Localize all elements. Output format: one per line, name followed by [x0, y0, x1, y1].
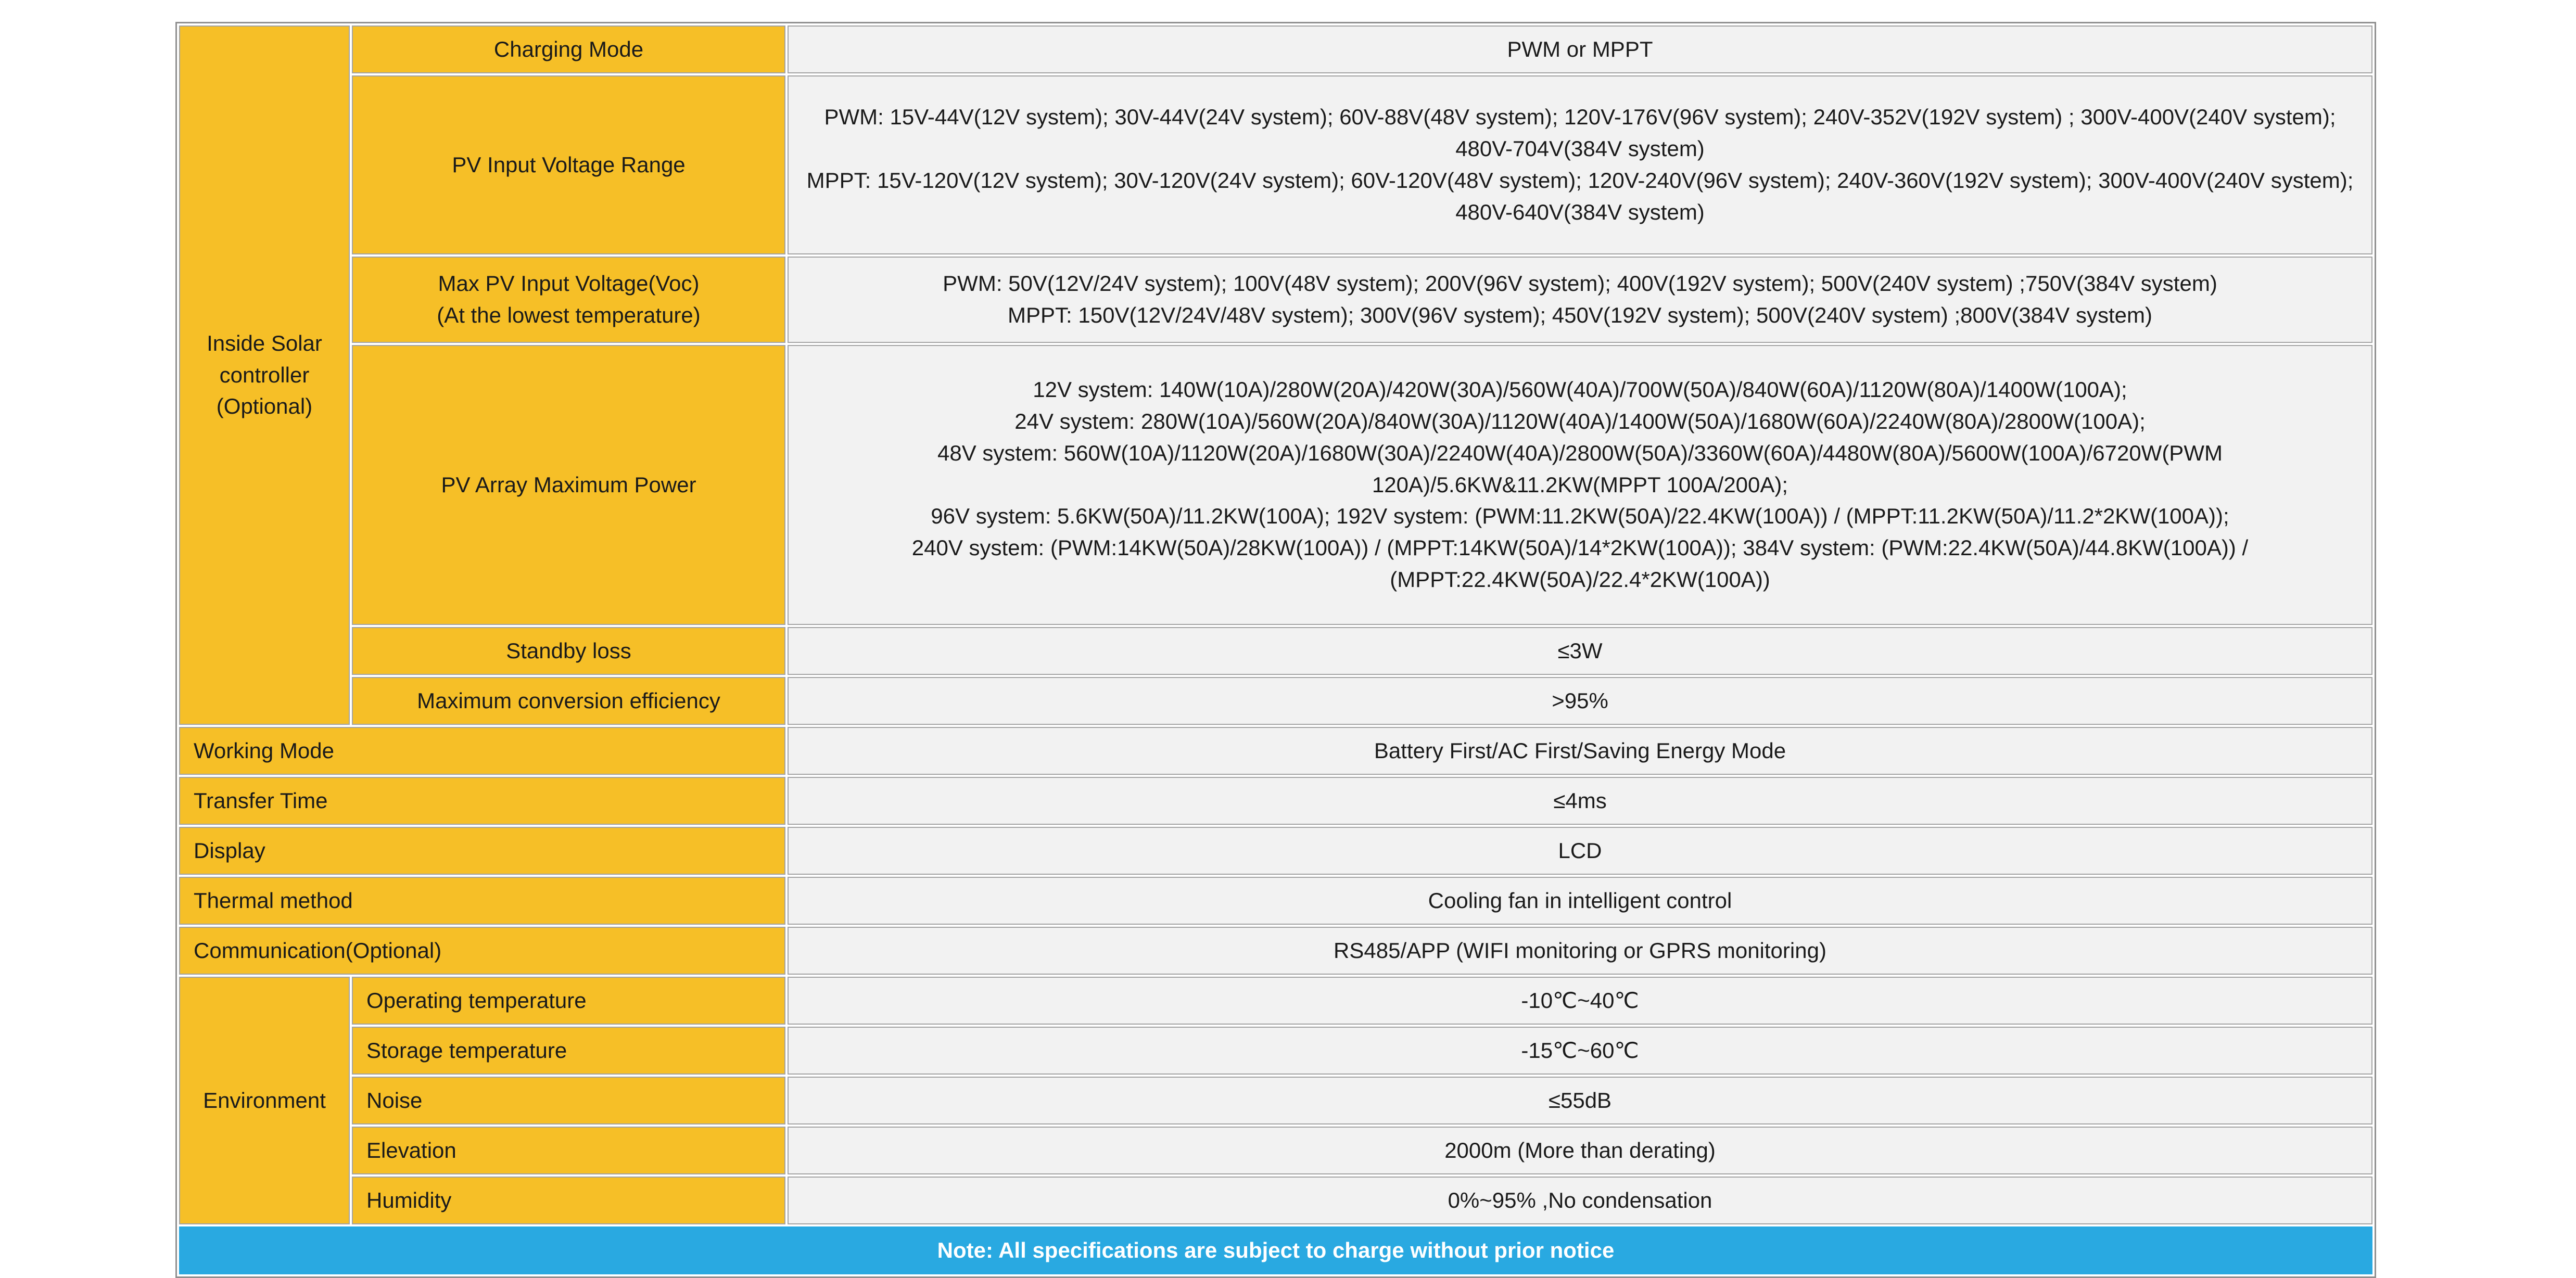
row-label-transfer-time: Transfer Time	[179, 777, 785, 825]
row-label-humidity: Humidity	[352, 1177, 785, 1224]
row-label-standby-loss: Standby loss	[352, 627, 785, 675]
note-bar: Note: All specifications are subject to …	[179, 1226, 2372, 1274]
row-value-working-mode: Battery First/AC First/Saving Energy Mod…	[788, 727, 2372, 775]
row-value-storage-temperature: -15℃~60℃	[788, 1027, 2372, 1075]
row-value-noise: ≤55dB	[788, 1077, 2372, 1124]
row-value-charging-mode: PWM or MPPT	[788, 25, 2372, 73]
row-value-operating-temperature: -10℃~40℃	[788, 977, 2372, 1025]
row-label-working-mode: Working Mode	[179, 727, 785, 775]
row-label-communication: Communication(Optional)	[179, 927, 785, 975]
row-value-maximum-conversion-efficiency: >95%	[788, 677, 2372, 725]
row-label-max-pv-input-voltage: Max PV Input Voltage(Voc) (At the lowest…	[352, 257, 785, 343]
row-value-max-pv-input-voltage: PWM: 50V(12V/24V system); 100V(48V syste…	[788, 257, 2372, 343]
row-label-display: Display	[179, 827, 785, 875]
row-label-noise: Noise	[352, 1077, 785, 1124]
row-label-pv-array-maximum-power: PV Array Maximum Power	[352, 345, 785, 625]
row-value-pv-input-voltage-range: PWM: 15V-44V(12V system); 30V-44V(24V sy…	[788, 75, 2372, 254]
spec-table: Inside Solar controller (Optional) Charg…	[175, 22, 2376, 1278]
row-value-elevation: 2000m (More than derating)	[788, 1127, 2372, 1174]
row-label-thermal-method: Thermal method	[179, 877, 785, 925]
pv-power-24v-line: 24V system: 280W(10A)/560W(20A)/840W(30A…	[1014, 408, 2146, 433]
row-value-standby-loss: ≤3W	[788, 627, 2372, 675]
page-canvas: Inside Solar controller (Optional) Charg…	[175, 22, 2376, 1278]
pv-range-pwm-line: PWM: 15V-44V(12V system); 30V-44V(24V sy…	[824, 105, 2336, 161]
row-label-maximum-conversion-efficiency: Maximum conversion efficiency	[352, 677, 785, 725]
row-value-thermal-method: Cooling fan in intelligent control	[788, 877, 2372, 925]
row-label-operating-temperature: Operating temperature	[352, 977, 785, 1025]
group-label-inside-solar-controller: Inside Solar controller (Optional)	[179, 25, 350, 725]
group-label-environment: Environment	[179, 977, 350, 1224]
pv-power-48v-line: 48V system: 560W(10A)/1120W(20A)/1680W(3…	[937, 440, 2223, 497]
pv-power-96v-192v-line: 96V system: 5.6KW(50A)/11.2KW(100A); 192…	[931, 504, 2229, 529]
row-label-charging-mode: Charging Mode	[352, 25, 785, 73]
row-label-elevation: Elevation	[352, 1127, 785, 1174]
row-value-communication: RS485/APP (WIFI monitoring or GPRS monit…	[788, 927, 2372, 975]
row-label-storage-temperature: Storage temperature	[352, 1027, 785, 1075]
max-voc-mppt-line: MPPT: 150V(12V/24V/48V system); 300V(96V…	[1008, 303, 2152, 327]
row-value-pv-array-maximum-power: 12V system: 140W(10A)/280W(20A)/420W(30A…	[788, 345, 2372, 625]
row-value-display: LCD	[788, 827, 2372, 875]
pv-power-12v-line: 12V system: 140W(10A)/280W(20A)/420W(30A…	[1033, 377, 2127, 402]
pv-power-240v-384v-line: 240V system: (PWM:14KW(50A)/28KW(100A)) …	[911, 535, 2249, 592]
max-voc-pwm-line: PWM: 50V(12V/24V system); 100V(48V syste…	[943, 271, 2217, 296]
row-value-humidity: 0%~95% ,No condensation	[788, 1177, 2372, 1224]
row-value-transfer-time: ≤4ms	[788, 777, 2372, 825]
pv-range-mppt-line: MPPT: 15V-120V(12V system); 30V-120V(24V…	[806, 168, 2354, 224]
row-label-pv-input-voltage-range: PV Input Voltage Range	[352, 75, 785, 254]
